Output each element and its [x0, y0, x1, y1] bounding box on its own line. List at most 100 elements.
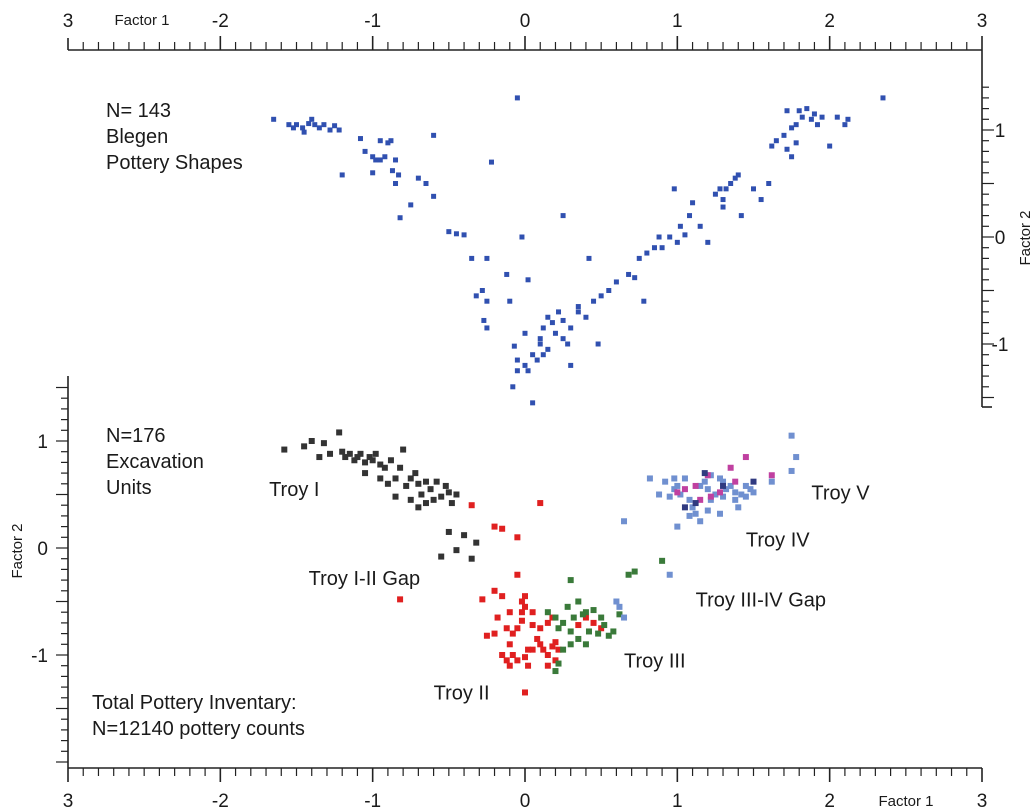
- top-data-point: [545, 346, 551, 352]
- top-data-point: [613, 279, 619, 285]
- bottom-data-point: [590, 619, 597, 626]
- top-data-point: [504, 271, 510, 277]
- top-data-point: [751, 186, 756, 192]
- bottom-data-point: [552, 614, 559, 621]
- bottom-data-point: [549, 643, 556, 650]
- top-data-point: [301, 129, 307, 135]
- bottom-data-point: [552, 668, 559, 675]
- bottom-data-point: [707, 493, 714, 500]
- bottom-data-point: [522, 689, 528, 696]
- top-data-point: [575, 304, 581, 310]
- bottom-data-point: [357, 450, 364, 457]
- bottom-data-point: [723, 486, 730, 493]
- bottom-data-point: [473, 539, 480, 546]
- top-data-point: [560, 317, 566, 323]
- bottom-data-point: [430, 496, 437, 503]
- bottom-data-point: [522, 593, 528, 600]
- bottom-data-point: [671, 486, 678, 493]
- bottom-data-point: [575, 598, 582, 605]
- bottom-data-point: [479, 596, 486, 603]
- top-data-point: [568, 325, 574, 331]
- bottom-data-point: [351, 457, 358, 464]
- top-data-point: [880, 95, 886, 101]
- bottom-data-point: [646, 475, 653, 482]
- top-data-point: [397, 215, 403, 221]
- top-x-tick-label: 1: [672, 11, 683, 32]
- top-data-point: [659, 245, 665, 251]
- bottom-data-point: [712, 491, 719, 498]
- top-data-point: [294, 122, 299, 128]
- top-y-tick-label: 0: [995, 228, 1006, 249]
- bottom-data-point: [522, 654, 528, 661]
- bottom-data-point: [494, 614, 501, 621]
- bottom-data-point: [742, 454, 749, 461]
- bottom-data-point: [377, 475, 384, 482]
- bottom-data-point: [582, 614, 589, 621]
- bottom-data-point: [392, 493, 399, 500]
- top-data-point: [537, 341, 543, 347]
- top-data-point: [537, 336, 543, 342]
- top-data-point: [793, 122, 799, 128]
- bottom-data-point: [567, 641, 574, 648]
- bottom-x-tick-label: 3: [63, 791, 74, 812]
- top-data-point: [677, 223, 683, 229]
- top-data-point: [568, 362, 574, 368]
- bottom-data-point: [483, 632, 490, 639]
- top-data-point: [510, 384, 516, 390]
- bottom-data-point: [560, 619, 567, 626]
- top-data-point: [549, 320, 555, 326]
- top-data-point: [717, 186, 723, 192]
- top-data-point: [632, 275, 638, 281]
- bottom-data-point: [727, 464, 734, 471]
- bottom-data-point: [590, 607, 597, 614]
- top-data-point: [732, 175, 738, 181]
- top-data-point: [606, 288, 612, 293]
- top-data-point: [393, 181, 399, 186]
- bottom-data-point: [422, 500, 429, 507]
- top-data-point: [697, 223, 703, 229]
- bottom-data-point: [686, 496, 693, 503]
- bottom-data-point: [397, 596, 404, 603]
- top-data-point: [373, 157, 379, 163]
- bottom-data-point: [674, 482, 681, 489]
- bottom-data-point: [442, 482, 449, 489]
- top-y-axis-title: Factor 2: [1017, 210, 1034, 265]
- top-data-point: [393, 157, 399, 163]
- bottom-data-point: [377, 461, 384, 468]
- bottom-data-point: [491, 523, 498, 530]
- bottom-data-point: [346, 450, 353, 457]
- bottom-data-point: [540, 646, 547, 653]
- top-data-point: [842, 122, 848, 128]
- bottom-data-point: [369, 457, 376, 464]
- top-data-point: [644, 250, 650, 256]
- top-data-point: [290, 125, 296, 131]
- top-data-point: [827, 143, 833, 149]
- top-data-point: [408, 202, 414, 208]
- top-data-point: [453, 231, 459, 237]
- bottom-data-point: [601, 622, 608, 629]
- top-data-point: [819, 114, 825, 120]
- bottom-data-point: [742, 482, 749, 489]
- top-data-point: [519, 234, 525, 240]
- top-data-point: [479, 288, 485, 293]
- bottom-x-tick-label: 3: [977, 791, 988, 812]
- bottom-annotation-line: N=176: [106, 425, 166, 447]
- top-data-point: [540, 325, 546, 331]
- top-data-point: [377, 157, 383, 163]
- top-data-point: [530, 352, 536, 358]
- bottom-data-point: [552, 657, 559, 664]
- bottom-data-point: [555, 660, 562, 667]
- bottom-data-point: [701, 470, 708, 477]
- bottom-data-point: [560, 646, 567, 653]
- bottom-data-point: [582, 609, 589, 616]
- top-data-point: [784, 146, 790, 152]
- top-data-point: [636, 255, 642, 261]
- top-data-point: [431, 193, 437, 199]
- bottom-data-point: [674, 523, 681, 530]
- bottom-data-point: [598, 625, 605, 632]
- top-data-point: [784, 108, 790, 114]
- top-x-tick-label: -1: [364, 11, 381, 32]
- top-data-point: [306, 121, 312, 127]
- bottom-data-point: [704, 472, 711, 479]
- bottom-data-point: [793, 454, 800, 461]
